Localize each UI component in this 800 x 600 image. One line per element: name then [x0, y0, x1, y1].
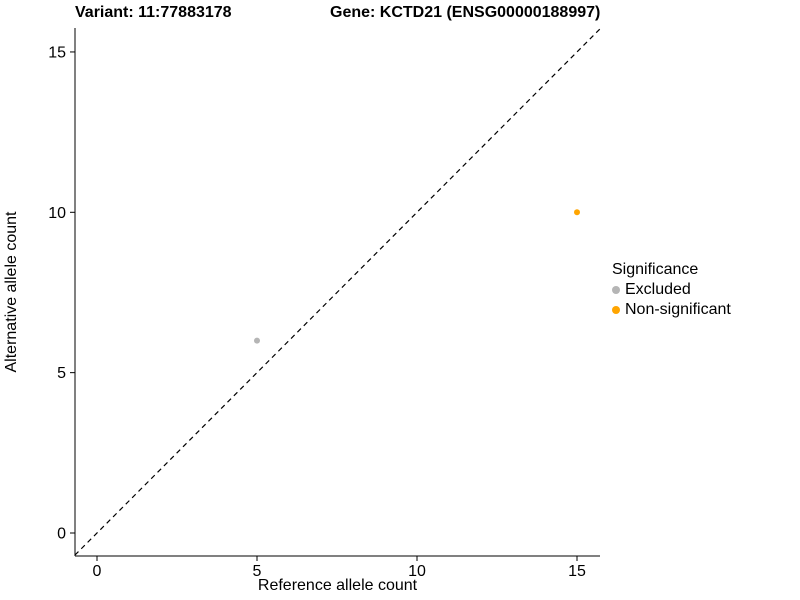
non-significant-swatch-icon — [612, 306, 620, 314]
x-tick-label: 15 — [568, 563, 586, 580]
legend-label-non-significant: Non-significant — [625, 301, 731, 318]
plot-title-variant: Variant: 11:77883178 — [75, 4, 232, 21]
plot-title-gene: Gene: KCTD21 (ENSG00000188997) — [330, 4, 601, 21]
x-axis-title: Reference allele count — [257, 577, 418, 594]
x-tick-label: 0 — [93, 563, 102, 580]
excluded-swatch-icon — [612, 286, 620, 294]
y-tick-label: 15 — [48, 44, 66, 61]
data-point-excluded — [254, 337, 260, 344]
y-tick-label: 10 — [48, 205, 66, 222]
legend-label-excluded: Excluded — [625, 281, 691, 298]
legend-entry-non-significant: Non-significant — [612, 300, 731, 320]
legend-title: Significance — [612, 261, 699, 278]
legend: Significance Excluded Non-significant — [612, 259, 731, 320]
y-tick-label: 0 — [57, 526, 66, 543]
x-tick-label: 10 — [408, 563, 426, 580]
legend-entry-excluded: Excluded — [612, 280, 731, 300]
identity-line — [74, 28, 601, 556]
y-tick-label: 5 — [57, 365, 66, 382]
x-tick-label: 5 — [253, 563, 262, 580]
y-axis-title: Alternative allele count — [3, 211, 20, 373]
data-point-non-significant — [574, 209, 580, 216]
